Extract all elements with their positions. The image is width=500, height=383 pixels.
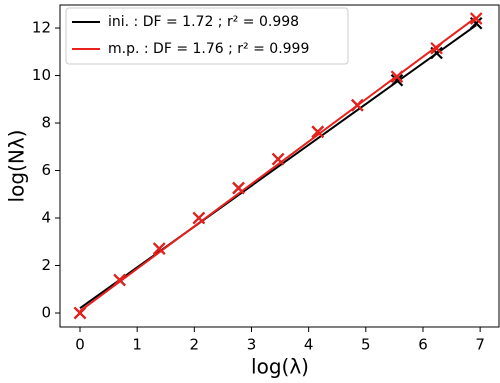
marker (430, 41, 443, 55)
x-tick-label: 5 (361, 336, 371, 354)
y-axis-label: log(Nλ) (5, 130, 29, 203)
y-tick-label: 6 (41, 161, 51, 179)
marker (351, 98, 364, 112)
y-tick-label: 10 (32, 66, 51, 84)
marker (192, 211, 206, 225)
marker (311, 125, 325, 139)
x-tick-label: 3 (247, 336, 257, 354)
legend-box (65, 7, 349, 65)
x-tick-label: 4 (304, 336, 314, 354)
y-tick-label: 4 (41, 209, 51, 227)
y-tick-label: 8 (41, 114, 51, 132)
marker (271, 152, 285, 166)
fit-line (79, 16, 477, 312)
y-tick-label: 12 (32, 19, 51, 37)
legend-text: ini. : DF = 1.72 ; r² = 0.998 (108, 14, 299, 30)
x-tick-label: 2 (190, 336, 200, 354)
plot-frame (59, 4, 500, 328)
x-tick-label: 7 (475, 336, 485, 354)
x-tick-label: 6 (418, 336, 428, 354)
x-axis-label: log(λ) (251, 355, 309, 379)
marker (113, 273, 126, 287)
legend-text: m.p. : DF = 1.76 ; r² = 0.999 (108, 41, 309, 57)
marker (469, 12, 483, 25)
x-tick-label: 0 (75, 336, 85, 354)
x-tick-label: 1 (132, 336, 142, 354)
marker (73, 306, 87, 320)
y-tick-label: 2 (41, 256, 51, 274)
marker (152, 242, 166, 255)
marker (390, 73, 404, 87)
marker (390, 70, 404, 83)
fit-line (79, 24, 477, 310)
y-tick-label: 0 (41, 303, 51, 321)
marker (232, 181, 245, 195)
